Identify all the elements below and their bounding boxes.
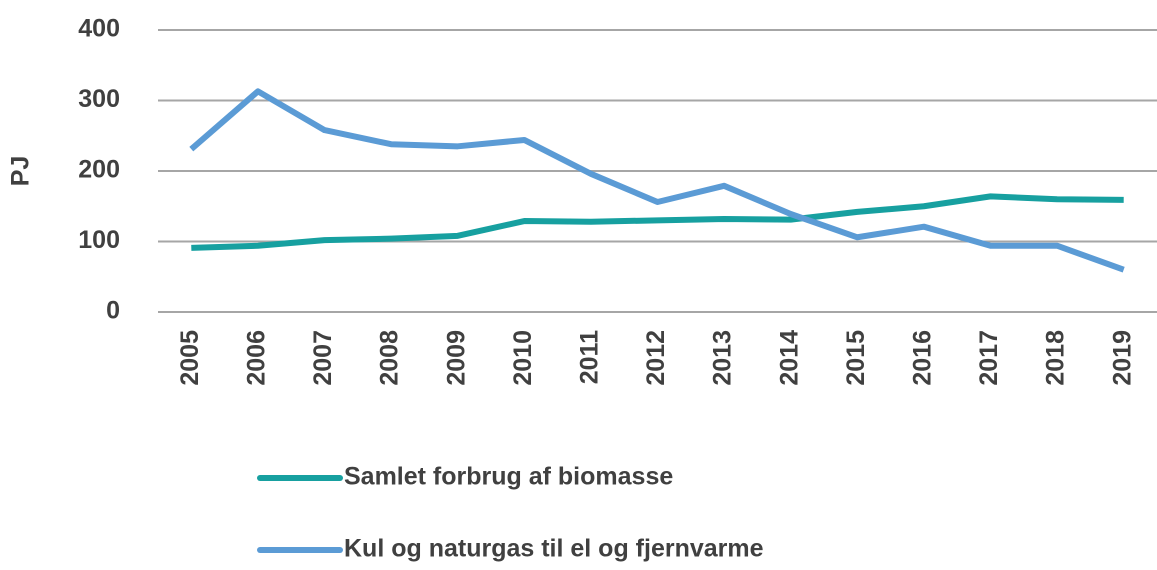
x-tick-label: 2006 — [243, 330, 271, 386]
x-tick-label: 2013 — [709, 330, 737, 386]
x-tick-label: 2019 — [1108, 330, 1136, 386]
y-tick-label: 0 — [106, 297, 120, 325]
x-tick-label: 2018 — [1042, 330, 1070, 386]
y-tick-label: 200 — [78, 156, 120, 184]
x-tick-label: 2017 — [975, 330, 1003, 386]
y-tick-label: 100 — [78, 226, 120, 254]
x-tick-label: 2007 — [309, 330, 337, 386]
line-series — [189, 88, 1125, 273]
y-tick-label: 300 — [78, 85, 120, 113]
x-tick-label: 2009 — [442, 330, 470, 386]
legend-label: Kul og naturgas til el og fjernvarme — [344, 535, 764, 563]
legend-label: Samlet forbrug af biomasse — [344, 463, 673, 491]
x-tick-label: 2010 — [509, 330, 537, 386]
x-tick-label: 2011 — [576, 330, 604, 384]
x-tick-label: 2012 — [642, 330, 670, 386]
x-tick-label: 2008 — [376, 330, 404, 386]
y-axis-label: PJ — [7, 156, 35, 187]
x-tick-label: 2014 — [775, 330, 803, 386]
line-series — [191, 193, 1124, 251]
x-tick-label: 2016 — [909, 330, 937, 386]
y-tick-label: 400 — [78, 15, 120, 43]
x-tick-label: 2015 — [842, 330, 870, 386]
x-tick-label: 2005 — [176, 330, 204, 386]
